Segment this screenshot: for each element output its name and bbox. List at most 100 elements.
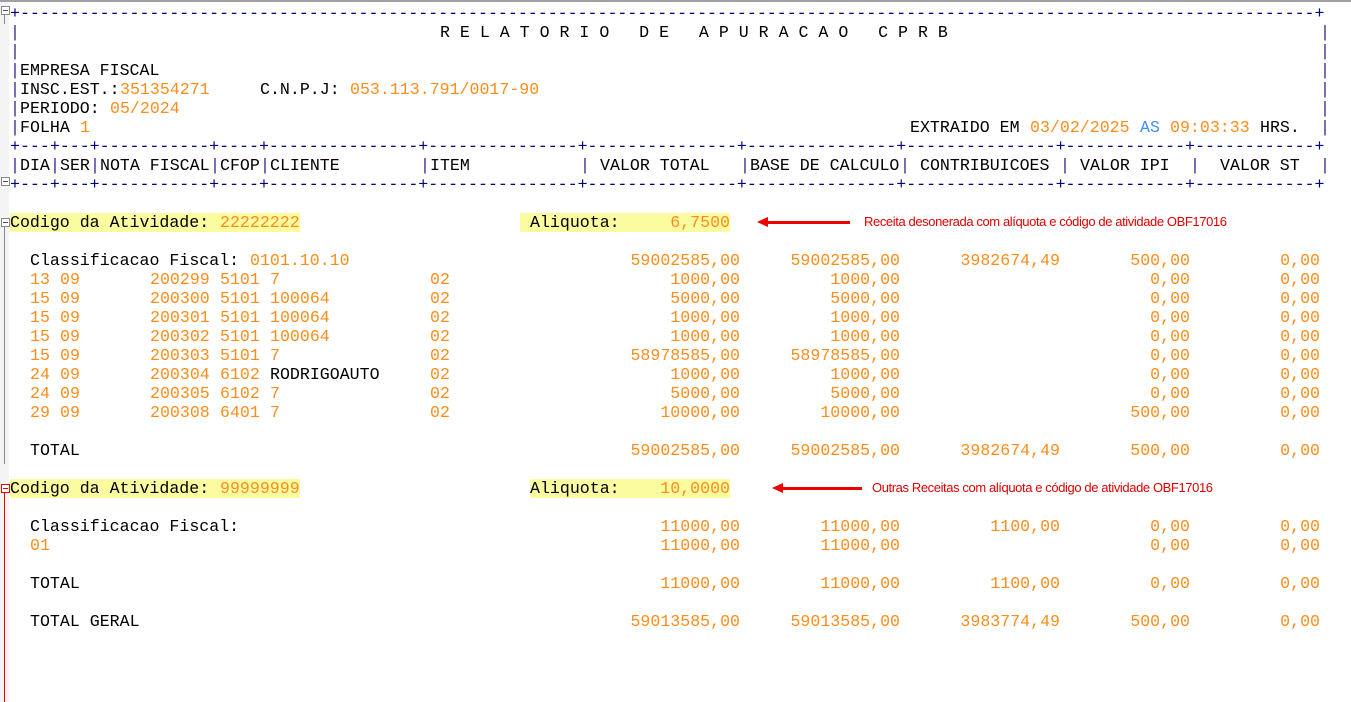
column-header-base-de-calculo: BASE DE CALCULO [750,156,900,175]
fold-toggle-icon[interactable] [1,6,10,15]
header-column-divider: | [900,156,910,175]
row-st: 0,00 [1280,403,1320,422]
dashed-separator: +---+---+-----------+----+--------------… [10,175,1325,194]
row-dia: 15 [30,289,50,308]
total-st: 0,00 [1280,574,1320,593]
classificacao-fiscal-label: Classificacao Fiscal: [30,517,240,536]
aliquota-label: Aliquota: [530,479,620,498]
row-st: 0,00 [1280,270,1320,289]
row-nota-fiscal: 200308 [150,403,210,422]
row-cliente: 7 [270,270,280,289]
header-column-divider: | [420,156,430,175]
row-nota-fiscal: 200300 [150,289,210,308]
column-header-ser: SER [60,156,90,175]
row-st: 0,00 [1280,384,1320,403]
row-ipi: 0,00 [1150,270,1190,289]
classificacao-total-contribuicoes: 1100,00 [990,517,1060,536]
row-valor-total: 10000,00 [660,403,740,422]
row-nota-fiscal: 200302 [150,327,210,346]
row-ipi: 0,00 [1150,327,1190,346]
row-base: 10000,00 [820,403,900,422]
row-valor-total: 1000,00 [670,365,740,384]
row-ser: 09 [60,365,80,384]
aliquota-value: 6,7500 [670,213,730,232]
row-dia: 15 [30,308,50,327]
row-cfop: 6401 [220,403,260,422]
row-st: 0,00 [1280,365,1320,384]
row-ser: 09 [60,289,80,308]
classificacao-total-valor-total: 59002585,00 [630,251,740,270]
row-ipi: 0,00 [1150,536,1190,555]
row-ser: 09 [60,308,80,327]
row-cliente: 100064 [270,289,330,308]
row-ser: 09 [60,270,80,289]
total-st: 0,00 [1280,441,1320,460]
company-name: EMPRESA FISCAL [20,61,160,80]
row-valor-total: 5000,00 [670,384,740,403]
dashed-separator: +---------------------------------------… [10,4,1325,23]
row-ipi: 0,00 [1150,289,1190,308]
row-dia: 13 [30,270,50,289]
row-nota-fiscal: 200299 [150,270,210,289]
row-cliente: 7 [270,346,280,365]
fold-toggle-icon[interactable] [1,218,10,227]
fold-range-line [4,225,5,464]
total-base: 11000,00 [820,574,900,593]
fold-range-line [4,491,5,702]
row-dia: 15 [30,327,50,346]
row-ipi: 0,00 [1150,384,1190,403]
insc-est-value: 351354271 [120,80,210,99]
row-ser: 09 [60,384,80,403]
row-ser: 09 [60,346,80,365]
aliquota-value: 10,0000 [660,479,730,498]
left-border: | [10,118,20,137]
row-ipi: 0,00 [1150,346,1190,365]
row-item: 02 [430,346,450,365]
classificacao-fiscal-label: Classificacao Fiscal: [30,251,240,270]
report-title: R E L A T O R I O D E A P U R A C A O C … [440,23,948,42]
total-geral-ipi: 500,00 [1130,612,1190,631]
annotation-arrow-icon [757,217,850,227]
row-cfop: 5101 [220,308,260,327]
column-header-valor-total: VALOR TOTAL [600,156,710,175]
row-item: 02 [430,403,450,422]
row-st: 0,00 [1280,536,1320,555]
fold-range-line [4,14,5,24]
total-geral-base: 59013585,00 [790,612,900,631]
highlight [530,479,730,498]
annotation-note: Receita desonerada com alíquota e código… [864,214,1227,229]
row-st: 0,00 [1280,346,1320,365]
row-base: 5000,00 [830,384,900,403]
fold-toggle-icon[interactable] [1,484,10,493]
classificacao-total-st: 0,00 [1280,251,1320,270]
row-base: 1000,00 [830,308,900,327]
row-valor-total: 1000,00 [670,308,740,327]
classificacao-total-ipi: 500,00 [1130,251,1190,270]
fold-toggle-icon[interactable] [1,177,10,186]
row-item: 02 [430,308,450,327]
total-label: TOTAL [30,574,80,593]
left-border: | [10,42,20,61]
row-cfop: 5101 [220,270,260,289]
left-border: | [10,80,20,99]
row-nota-fiscal: 200301 [150,308,210,327]
periodo-value: 05/2024 [110,99,180,118]
row-nota-fiscal: 200304 [150,365,210,384]
total-contribuicoes: 3982674,49 [960,441,1060,460]
row-st: 0,00 [1280,308,1320,327]
header-column-divider: | [10,156,20,175]
row-nota-fiscal: 200303 [150,346,210,365]
row-base: 1000,00 [830,365,900,384]
column-header-valor-ipi: VALOR IPI [1080,156,1170,175]
row-item: 02 [430,384,450,403]
column-header-valor-st: VALOR ST [1220,156,1300,175]
annotation-note: Outras Receitas com alíquota e código de… [872,480,1213,495]
insc-est-label: INSC.EST.: [20,80,120,99]
row-item: 02 [430,289,450,308]
folha-label: FOLHA [20,118,70,137]
column-header-nota-fiscal: NOTA FISCAL [100,156,210,175]
total-geral-label: TOTAL GERAL [30,612,140,631]
row-ser: 09 [60,403,80,422]
row-cliente: 100064 [270,327,330,346]
codigo-atividade-label: Codigo da Atividade: [10,479,210,498]
